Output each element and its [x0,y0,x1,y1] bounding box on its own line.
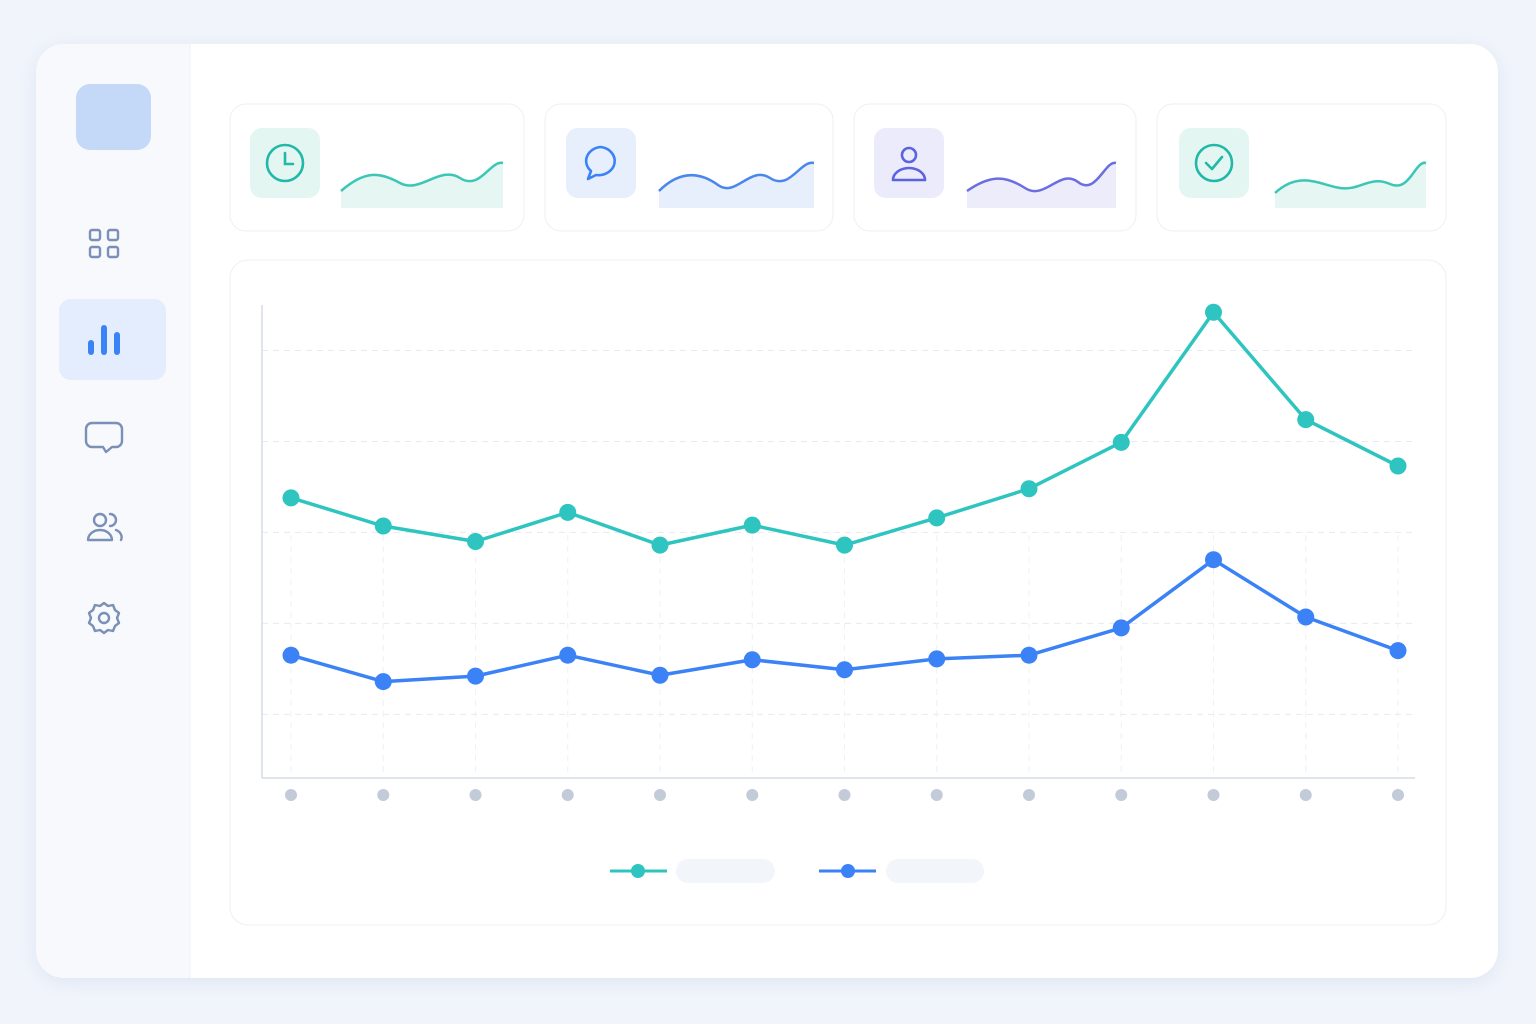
clock-icon [265,143,305,183]
logo[interactable] [76,84,151,150]
check-icon [1194,143,1234,183]
data-point [1112,433,1130,451]
sparkline [966,161,1117,193]
data-point [282,489,300,507]
data-point [743,516,761,534]
legend [610,859,984,883]
sparkline-area [1275,162,1426,208]
data-point [1297,411,1315,429]
x-tick-dot [285,789,297,801]
nav-messages-icon[interactable] [84,421,124,454]
data-point [1020,480,1038,498]
legend-label-placeholder [886,859,984,883]
nav-active-bg[interactable] [59,299,166,380]
data-point [651,536,669,554]
x-tick-dot [838,789,851,801]
data-point [836,536,853,554]
data-point [467,667,484,685]
nav-settings-icon[interactable] [87,601,121,635]
data-point [1389,642,1407,660]
x-tick-dot [469,789,482,801]
data-point [374,517,392,535]
card-icon-bg [1179,128,1249,198]
x-tick-dot [654,789,666,801]
x-tick-dot [1023,789,1035,801]
line-chart [261,303,1415,801]
stat-cards [229,103,1447,232]
nav-users-icon[interactable] [86,512,123,542]
chat-icon [584,145,616,181]
nav-dashboard-icon[interactable] [88,228,120,259]
x-tick-dot [1207,789,1220,801]
x-tick-dot [1392,789,1404,801]
data-point [743,651,761,669]
sparkline-area [967,162,1116,208]
data-point [467,533,484,550]
data-point [559,503,577,521]
sparkline-area [341,162,503,208]
data-point [1020,646,1038,664]
nav-chart-icon[interactable] [88,325,120,355]
data-point [1389,457,1407,475]
data-point [559,646,577,664]
data-point [928,509,946,527]
x-tick-dot [930,789,943,801]
card-icon-bg [566,128,636,198]
chart-card [229,259,1447,926]
x-tick-dot [1299,789,1312,801]
legend-label-placeholder [676,859,775,883]
legend-marker [841,864,855,878]
data-point [1205,303,1222,321]
user-icon [891,146,927,182]
data-point [1205,551,1222,569]
data-point [374,673,392,691]
sparkline [340,161,504,192]
x-tick-dot [377,789,390,801]
sparkline [658,161,815,192]
x-tick-dot [746,789,759,801]
data-point [1297,608,1315,626]
data-point [928,650,946,668]
data-point [651,666,669,684]
sparkline [1274,161,1427,194]
data-point [836,661,853,679]
x-tick-dot [561,789,574,801]
legend-marker [631,864,645,878]
data-point [1112,619,1130,637]
sidebar [36,44,190,978]
x-tick-dot [1115,789,1128,801]
data-point [282,646,300,664]
